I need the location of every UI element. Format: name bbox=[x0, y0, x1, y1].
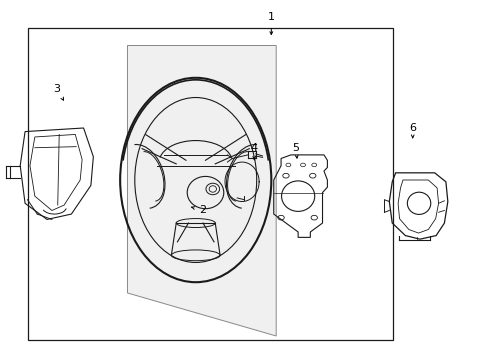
Text: 3: 3 bbox=[53, 84, 60, 94]
Text: 6: 6 bbox=[408, 123, 415, 133]
Text: 5: 5 bbox=[292, 143, 299, 153]
Text: 1: 1 bbox=[267, 12, 274, 22]
Text: 2: 2 bbox=[199, 206, 206, 216]
Bar bbox=[27, 28, 392, 339]
Text: 4: 4 bbox=[250, 143, 257, 153]
Polygon shape bbox=[127, 45, 276, 336]
